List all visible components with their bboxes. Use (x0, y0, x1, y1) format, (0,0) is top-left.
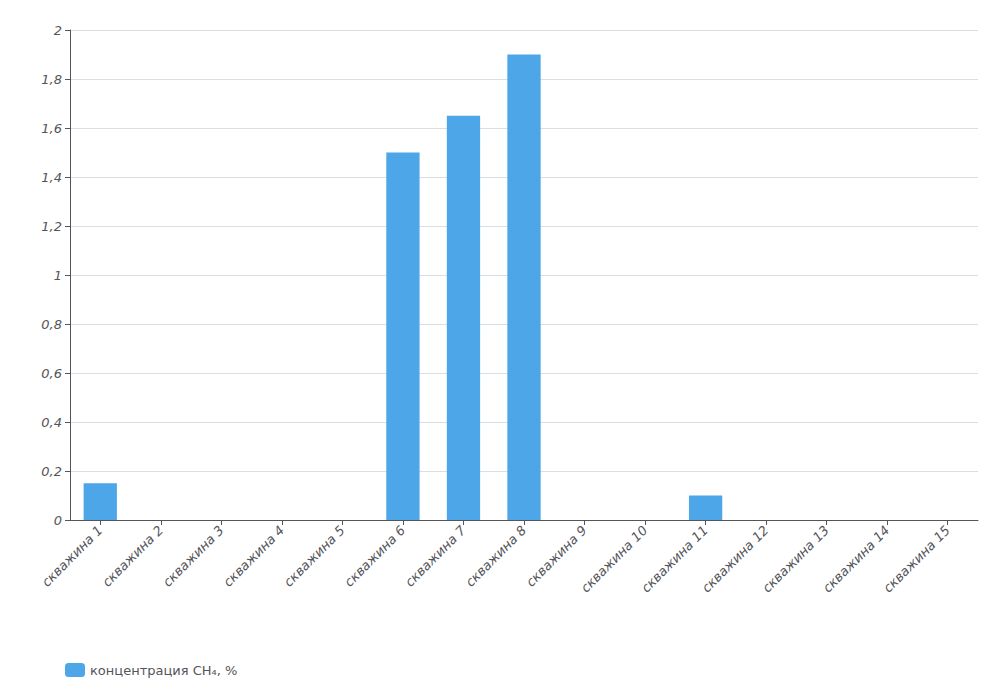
svg-text:скважина 3: скважина 3 (160, 523, 227, 590)
svg-text:1,2: 1,2 (41, 219, 62, 234)
svg-text:1,8: 1,8 (41, 72, 62, 87)
svg-text:скважина 11: скважина 11 (638, 522, 711, 596)
svg-text:1,4: 1,4 (41, 170, 62, 185)
svg-text:скважина 12: скважина 12 (698, 522, 772, 596)
svg-text:0,2: 0,2 (41, 464, 62, 479)
svg-text:скважина 2: скважина 2 (99, 523, 166, 590)
svg-text:1,6: 1,6 (41, 121, 62, 136)
svg-text:1: 1 (54, 268, 62, 283)
svg-text:скважина 8: скважина 8 (462, 523, 529, 590)
svg-text:0,4: 0,4 (41, 415, 62, 430)
svg-text:концентрация CH₄, %: концентрация CH₄, % (90, 663, 237, 678)
svg-text:скважина 14: скважина 14 (819, 522, 893, 596)
svg-text:0,8: 0,8 (41, 317, 62, 332)
svg-text:скважина 9: скважина 9 (523, 523, 590, 590)
svg-text:скважина 6: скважина 6 (341, 523, 408, 590)
svg-text:скважина 10: скважина 10 (577, 522, 651, 596)
svg-text:0: 0 (54, 513, 62, 528)
svg-text:скважина 1: скважина 1 (39, 523, 106, 590)
svg-text:2: 2 (54, 23, 62, 38)
svg-text:0,6: 0,6 (41, 366, 62, 381)
svg-text:скважина 15: скважина 15 (880, 523, 953, 596)
svg-text:скважина 13: скважина 13 (759, 522, 832, 596)
svg-text:скважина 4: скважина 4 (220, 523, 287, 590)
svg-text:скважина 5: скважина 5 (281, 523, 348, 590)
svg-text:скважина 7: скважина 7 (402, 522, 469, 589)
